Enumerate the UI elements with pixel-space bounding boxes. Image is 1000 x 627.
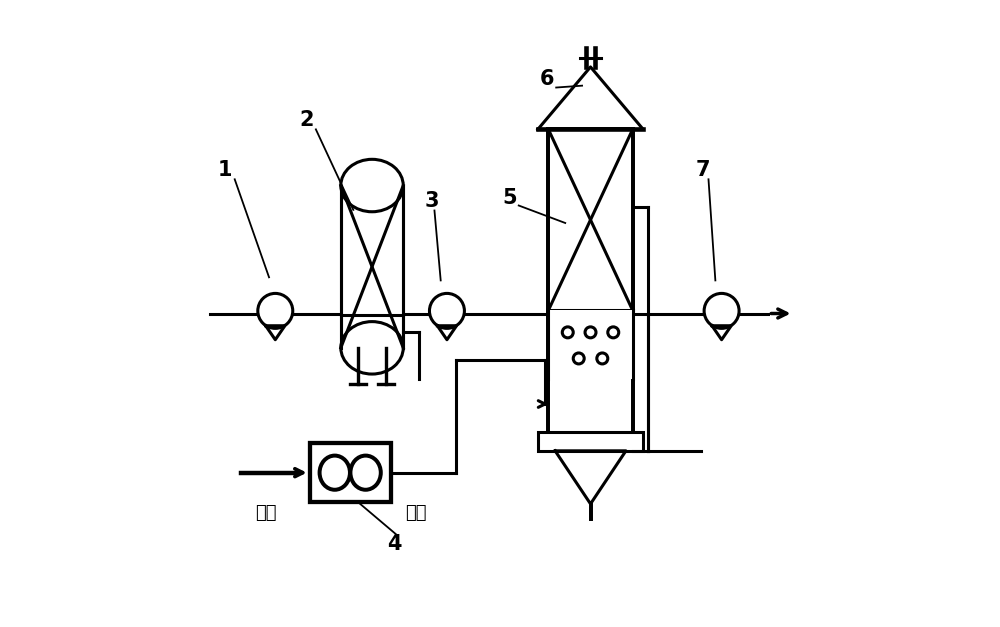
Text: 1: 1 bbox=[218, 160, 233, 180]
Ellipse shape bbox=[341, 159, 403, 212]
Bar bbox=[341, 186, 403, 348]
Polygon shape bbox=[555, 451, 626, 504]
Circle shape bbox=[429, 293, 464, 329]
Bar bbox=[548, 310, 633, 379]
Bar bbox=[548, 129, 633, 441]
Circle shape bbox=[704, 293, 739, 329]
Text: 4: 4 bbox=[387, 534, 401, 554]
Text: 5: 5 bbox=[502, 188, 517, 208]
Bar bbox=[310, 443, 391, 502]
Text: 2: 2 bbox=[299, 110, 314, 130]
Polygon shape bbox=[437, 326, 457, 340]
Text: 空气: 空气 bbox=[255, 504, 277, 522]
Text: 臭氧: 臭氧 bbox=[405, 504, 426, 522]
Text: 3: 3 bbox=[424, 191, 439, 211]
Polygon shape bbox=[538, 67, 643, 140]
Ellipse shape bbox=[341, 322, 403, 374]
Bar bbox=[538, 432, 643, 451]
Polygon shape bbox=[712, 326, 731, 340]
Polygon shape bbox=[266, 326, 285, 340]
Text: 6: 6 bbox=[540, 70, 554, 90]
Circle shape bbox=[258, 293, 293, 329]
Bar bbox=[548, 129, 633, 441]
Text: 7: 7 bbox=[696, 160, 710, 180]
